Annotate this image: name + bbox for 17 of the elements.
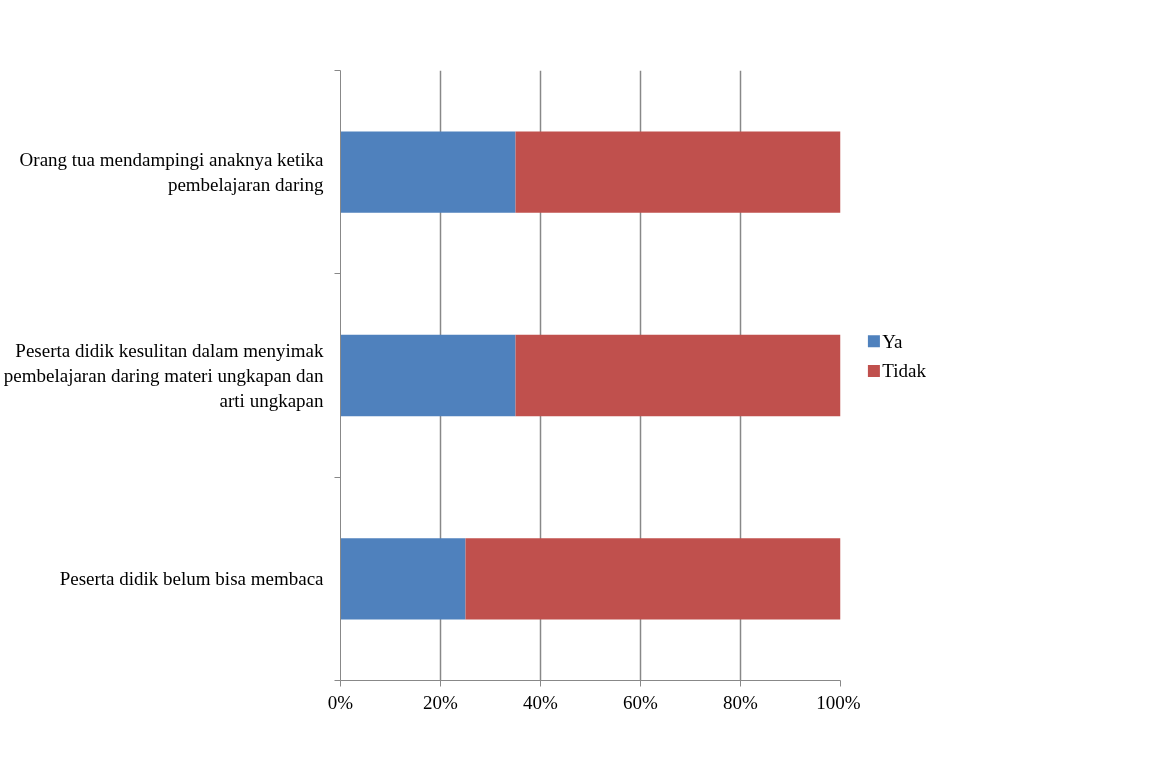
x-tick-label: 40% — [523, 691, 559, 713]
y-tick-label: Peserta didik kesulitan dalam menyimak pembelajaran daring materi ungkapan dan arti ungkapan — [3, 339, 324, 412]
legend-label: Tidak — [882, 360, 927, 382]
x-tick-label: 100% — [816, 691, 861, 713]
bar — [515, 131, 841, 213]
x-tick-label: 0% — [327, 691, 354, 713]
y-tick-label: Orang tua mendampingi anaknya ketika pembelajaran daring — [19, 149, 325, 196]
bar — [515, 334, 841, 417]
bar — [465, 538, 841, 620]
y-tick-label: Peserta didik belum bisa membaca — [59, 568, 325, 590]
bar — [340, 538, 466, 620]
bar — [340, 334, 516, 417]
x-tick-label: 20% — [423, 691, 459, 713]
bar — [340, 131, 516, 213]
x-tick-label: 80% — [723, 691, 759, 713]
x-tick-label: 60% — [623, 691, 659, 713]
legend-label: Ya — [882, 330, 904, 352]
